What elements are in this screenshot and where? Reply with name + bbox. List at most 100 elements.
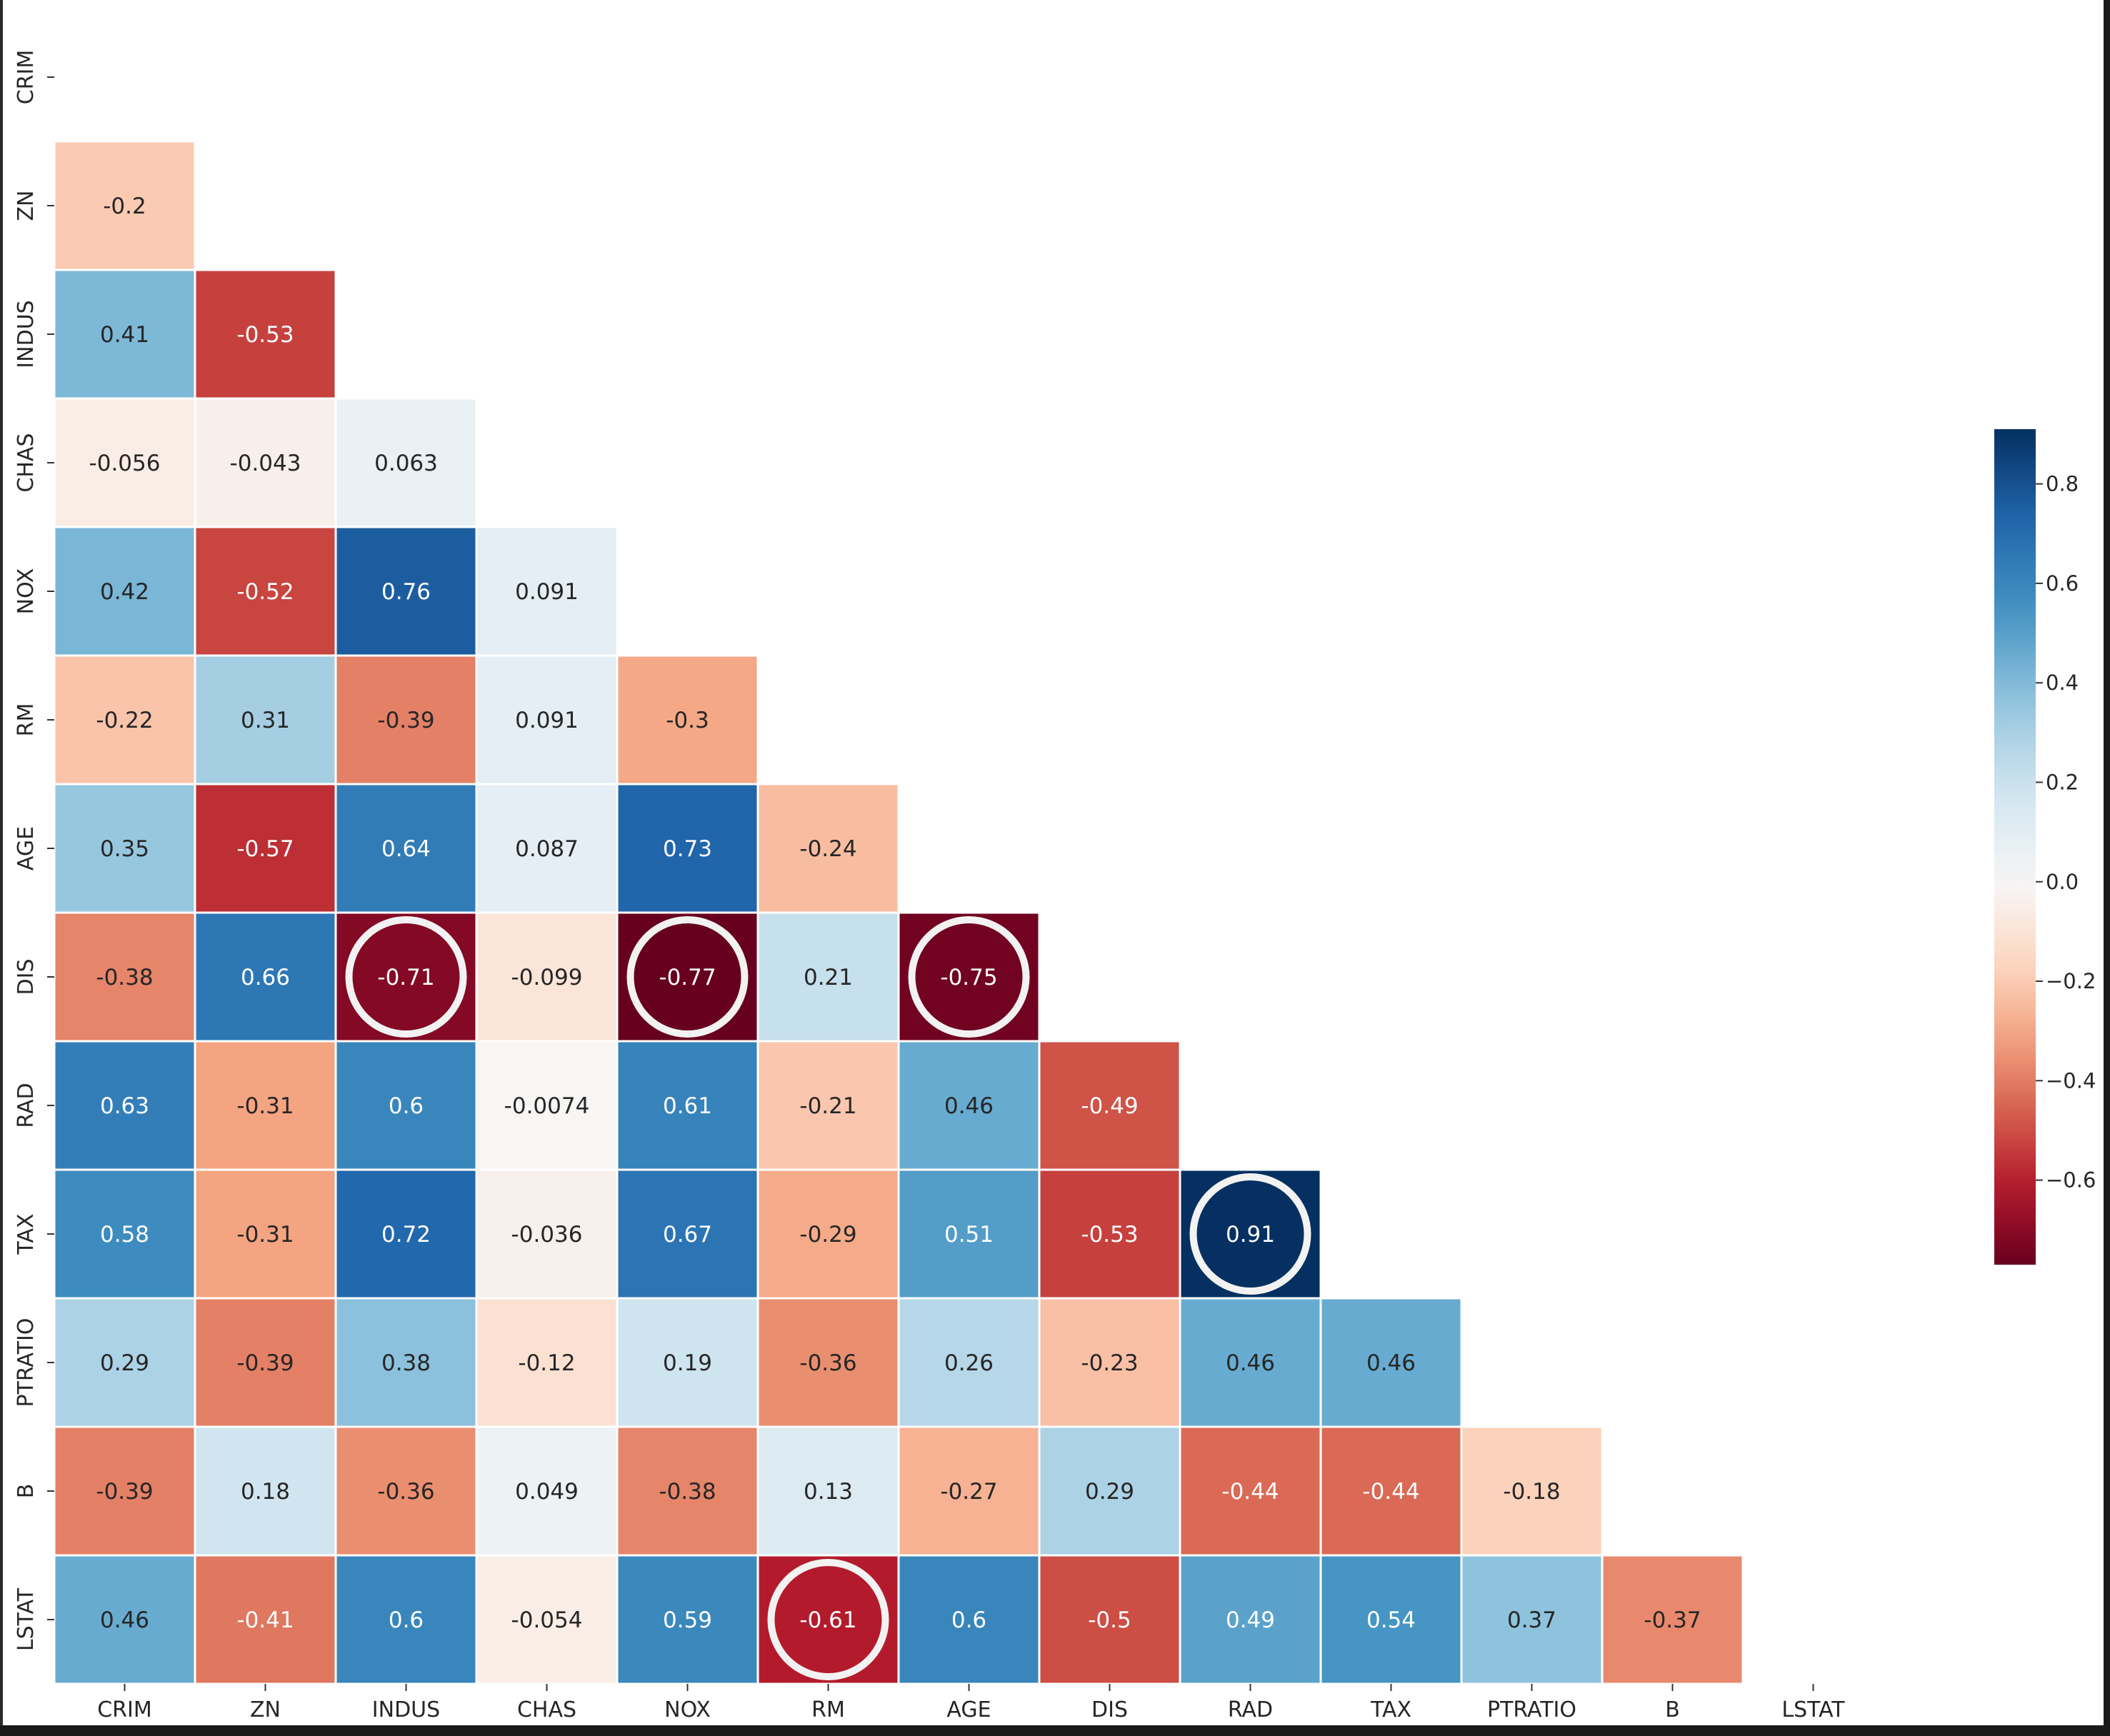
heatmap-cell xyxy=(756,1554,900,1685)
heatmap-cell xyxy=(475,783,619,914)
cell-value-label: 0.61 xyxy=(663,1093,712,1119)
cell-value-label: -0.39 xyxy=(377,708,434,733)
heatmap-cell xyxy=(616,783,759,914)
cell-value-label: 0.29 xyxy=(100,1350,149,1376)
cell-value-label: -0.44 xyxy=(1221,1479,1279,1505)
heatmap-cell xyxy=(53,526,196,657)
x-tick-label: AGE xyxy=(946,1697,991,1722)
cell-value-label: -0.054 xyxy=(511,1607,583,1633)
x-tick-label: TAX xyxy=(1370,1697,1411,1722)
cell-value-label: 0.67 xyxy=(663,1222,712,1248)
heatmap-cell xyxy=(756,783,900,914)
heatmap-cell xyxy=(756,1425,900,1557)
heatmap-cell xyxy=(1179,1425,1322,1557)
highlight-circle xyxy=(767,1559,889,1680)
x-tick-label: RM xyxy=(811,1697,845,1722)
y-tick-label: ZN xyxy=(14,191,39,221)
cell-value-label: -0.75 xyxy=(940,965,997,990)
cell-value-label: -0.38 xyxy=(96,965,153,990)
cell-value-label: 0.49 xyxy=(1226,1607,1275,1633)
heatmap-cell xyxy=(756,1168,900,1300)
heatmap-cell xyxy=(194,526,337,657)
x-tick-label: RAD xyxy=(1228,1697,1273,1722)
heatmap-cell xyxy=(53,140,196,271)
cell-value-label: -0.53 xyxy=(1081,1222,1138,1248)
cell-value-label: 0.26 xyxy=(944,1350,994,1376)
cell-value-label: -0.31 xyxy=(236,1093,294,1119)
heatmap-cell xyxy=(334,783,478,914)
cell-value-label: 0.41 xyxy=(100,322,149,348)
cell-value-label: 0.13 xyxy=(804,1479,853,1505)
cell-value-label: 0.6 xyxy=(951,1607,986,1633)
heatmap-cell xyxy=(475,1554,619,1685)
heatmap-cell xyxy=(334,1168,478,1300)
y-tick-label: CHAS xyxy=(14,433,39,492)
x-tick-label: INDUS xyxy=(372,1697,440,1722)
x-tick-label: CRIM xyxy=(97,1697,152,1722)
cell-value-label: 0.29 xyxy=(1085,1479,1134,1505)
x-tick-label: B xyxy=(1665,1697,1680,1722)
y-tick-label: CRIM xyxy=(14,50,39,105)
cell-value-label: -0.44 xyxy=(1362,1479,1419,1505)
y-tick-label: NOX xyxy=(14,568,39,615)
heatmap-cell xyxy=(194,911,337,1043)
cell-value-label: 0.91 xyxy=(1226,1222,1275,1248)
heatmap-cell xyxy=(53,1297,196,1428)
cell-value-label: 0.58 xyxy=(100,1222,149,1248)
cell-value-label: -0.52 xyxy=(236,579,294,605)
cell-value-label: -0.77 xyxy=(659,965,716,990)
cell-value-label: -0.71 xyxy=(377,965,434,990)
heatmap-cell xyxy=(756,911,900,1043)
y-tick-label: RM xyxy=(14,703,39,737)
heatmap-cell xyxy=(194,397,337,528)
heatmap-cell xyxy=(616,911,759,1043)
cell-value-label: 0.73 xyxy=(663,836,712,862)
heatmap-cell xyxy=(475,911,619,1043)
cell-value-label: -0.37 xyxy=(1644,1607,1701,1633)
x-tick-label: PTRATIO xyxy=(1487,1697,1576,1722)
cell-value-label: -0.61 xyxy=(799,1607,856,1633)
heatmap-cell xyxy=(53,783,196,914)
x-tick-label: LSTAT xyxy=(1781,1697,1845,1722)
cell-value-label: -0.21 xyxy=(799,1093,856,1119)
heatmap-cell xyxy=(194,1040,337,1171)
highlight-circle xyxy=(345,916,467,1038)
heatmap-cell xyxy=(475,526,619,657)
cell-value-label: -0.39 xyxy=(96,1479,153,1505)
heatmap-cell xyxy=(756,1297,900,1428)
cell-value-label: -0.2 xyxy=(103,194,146,219)
heatmap-cell xyxy=(616,1297,759,1428)
x-tick-label: NOX xyxy=(664,1697,711,1722)
highlight-circles xyxy=(345,916,1311,1680)
x-tick-label: CHAS xyxy=(517,1697,576,1722)
colorbar-tick-label: 0.4 xyxy=(2046,671,2079,695)
colorbar-tick-label: −0.4 xyxy=(2046,1068,2096,1093)
y-tick-label: PTRATIO xyxy=(14,1318,39,1407)
y-axis: CRIM ZN INDUS CHAS NOX RM AGE DIS RAD TAX PTRATIO B… xyxy=(14,50,54,1651)
colorbar-tick-label: 0.0 xyxy=(2046,870,2079,894)
cell-value-label: 0.46 xyxy=(944,1093,994,1119)
cell-value-label: -0.18 xyxy=(1503,1479,1560,1505)
cell-value-label: 0.64 xyxy=(381,836,431,862)
cell-value-label: -0.5 xyxy=(1088,1607,1131,1633)
cell-value-label: 0.18 xyxy=(241,1479,290,1505)
cell-value-label: 0.54 xyxy=(1366,1607,1416,1633)
cell-value-label: -0.24 xyxy=(799,836,856,862)
heatmap-cell xyxy=(897,1040,1041,1171)
x-axis: CRIM ZN INDUS CHAS NOX RM AGE DIS RAD TAX PTRATIO B… xyxy=(97,1684,1845,1722)
y-tick-label: RAD xyxy=(14,1083,39,1128)
heatmap-cell xyxy=(194,654,337,786)
cell-value-label: -0.22 xyxy=(96,708,153,733)
y-tick-label: LSTAT xyxy=(14,1587,39,1651)
cell-value-label: -0.043 xyxy=(230,451,301,476)
cell-value-label: 0.063 xyxy=(374,451,438,476)
cell-value-label: -0.36 xyxy=(377,1479,434,1505)
frame-bottom-edge xyxy=(0,1725,2110,1736)
x-tick-label: DIS xyxy=(1091,1697,1128,1722)
cell-value-label: 0.72 xyxy=(381,1222,431,1248)
colorbar: 0.8 0.6 0.4 0.2 0.0 −0.2 −0.4 −0.6 xyxy=(1994,429,2096,1265)
cell-value-label: -0.0074 xyxy=(504,1093,590,1119)
y-tick-label: B xyxy=(14,1484,39,1499)
cell-value-label: 0.46 xyxy=(100,1607,149,1633)
